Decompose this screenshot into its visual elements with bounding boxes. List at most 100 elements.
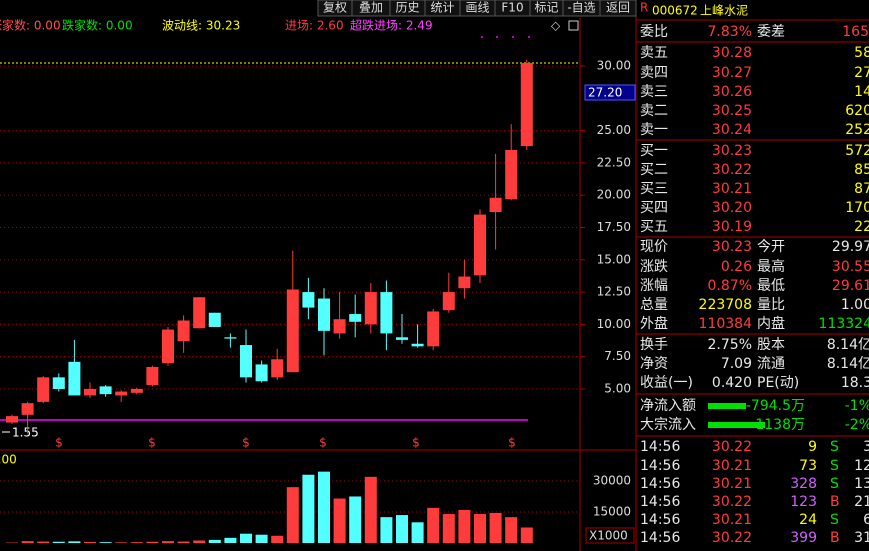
stock-name: 上峰水泥 [700,4,748,18]
y-tick-label: 17.50 [597,220,631,234]
code: 000672 [652,4,698,18]
toolbar-label[interactable]: 复权 [323,1,347,15]
volume-bar [84,541,96,543]
book-label: 买四 [640,200,668,216]
toolbar-button[interactable] [599,0,637,17]
stat-label: 现价 [640,239,668,255]
volume-bar [411,522,424,543]
stat-value: 29.61 [832,278,869,294]
stat-label: 换手 [640,336,668,353]
y-tick-label: 12.50 [597,285,631,299]
icon[interactable] [568,20,579,31]
y-tick-label: 25.00 [597,123,631,137]
stat-label: 外盘 [640,315,668,332]
volume-label: 0.00 [0,453,17,467]
volume-bar [442,514,455,543]
toolbar-label[interactable]: 返回 [606,1,630,15]
trade-count: 3 [863,439,869,455]
trade-side: S [830,458,839,474]
volume-bar [380,517,393,543]
stat-value: 0.420 [712,375,752,391]
signal-marker: $ [508,436,516,450]
stat-value: 223708 [699,297,752,313]
fund-percent: -2% [845,417,869,433]
indicator: 波动线: 30.23 [162,19,240,33]
volume-bar [208,539,221,543]
candle-body [411,343,424,347]
volume-bar [68,541,81,543]
volume-tick-label: 30000 [593,473,631,487]
signal-marker: $ [412,436,420,450]
candle-body [380,292,393,334]
stat-label: 涨跌 [640,259,668,275]
book-label: 买三 [640,181,668,197]
book-label: 卖三 [640,84,668,100]
volume-bar [52,541,65,543]
stat-value: 7.09 [721,356,752,372]
trade-volume: 24 [799,512,817,528]
book-volume: 58 [854,45,869,61]
value: 165 [842,24,869,40]
stat-value: 2.75% [708,337,752,353]
book-volume: 22 [854,219,869,235]
volume-bar [286,487,299,543]
trade-side: B [830,530,840,546]
toolbar-label[interactable]: 历史 [395,1,419,15]
book-price: 30.22 [712,162,752,178]
volume-bar [318,471,330,543]
trade-volume: 399 [790,530,817,546]
volume-bar [505,517,518,543]
toolbar-label[interactable]: 画线 [465,1,489,15]
book-label: 卖一 [640,122,668,138]
toolbar-label[interactable]: 标记 [534,1,558,15]
volume-bar [115,542,128,543]
fund-value: -1138万 [750,417,805,433]
stat-value: 113324 [819,316,869,332]
candle-body [271,359,284,378]
label: 委差 [757,24,785,40]
trade-volume: 73 [799,458,817,474]
stat-value: 110384 [699,316,753,332]
book-price: 30.20 [712,200,752,216]
toolbar-label[interactable]: 叠加 [359,1,383,15]
icon[interactable]: ◇ [551,19,561,33]
stat-label: 内盘 [757,315,785,332]
cursor-box [584,84,636,101]
trade-count: 21 [854,494,869,510]
volume-bar [458,509,471,543]
candle-body [193,297,206,329]
candle-body [474,214,486,276]
trade-volume: 123 [790,494,817,510]
book-volume: 27 [854,65,869,81]
candle-body [427,311,440,347]
y-tick-label: 15.00 [597,252,631,266]
fund-bar [708,403,746,409]
trade-side: S [830,476,839,492]
y-tick-label: 5.00 [604,381,631,395]
book-price: 30.28 [712,45,752,61]
signal-marker: $ [148,436,156,450]
candle-body [442,292,455,311]
volume-bar [427,507,440,543]
book-price: 30.19 [712,219,752,235]
toolbar-label[interactable]: 统计 [430,1,454,15]
trade-price: 30.21 [712,458,752,474]
toolbar-label[interactable]: -自选 [567,1,595,15]
candle-body [21,403,34,415]
candle-body [177,320,190,342]
candle-body [318,298,330,331]
trade-side: S [830,512,839,528]
indicator: 进场: 2.60 [285,19,344,33]
trade-time: 14:56 [640,530,680,546]
toolbar-label[interactable]: F10 [501,1,523,15]
volume-bar [271,535,284,543]
y-tick-label: 20.00 [597,188,631,202]
value: 7.83% [708,24,752,40]
book-price: 30.23 [712,143,752,159]
book-price: 30.24 [712,122,752,138]
stat-value: 0.26 [721,259,752,275]
book-volume: 620 [845,103,869,119]
fund-value: -794.5万 [746,398,805,414]
volume-bar [21,541,34,543]
